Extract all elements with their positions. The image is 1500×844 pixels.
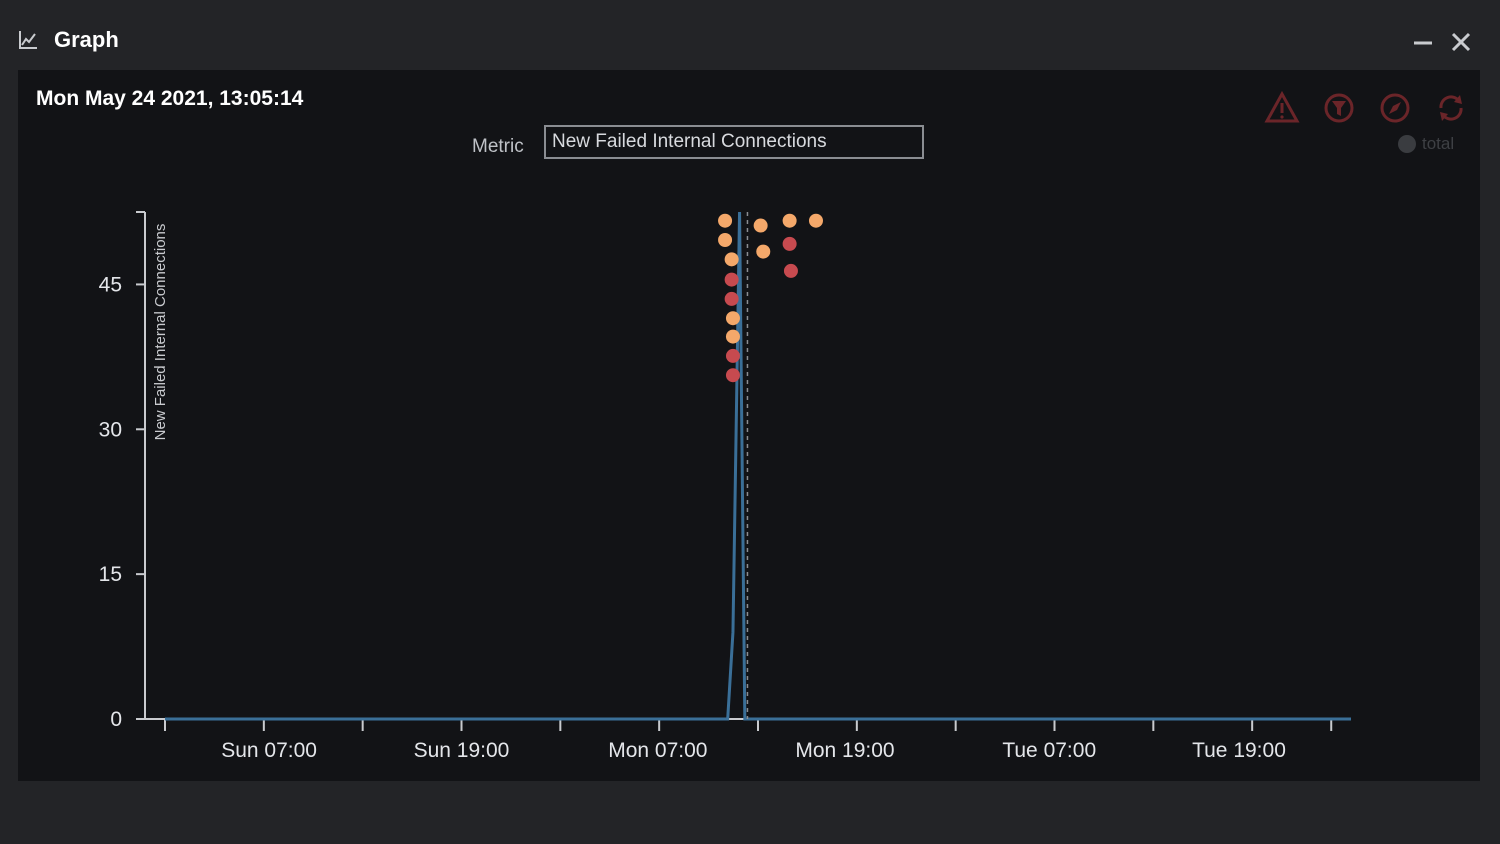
x-tick-label: Sun 19:00 <box>414 739 510 762</box>
x-tick-label: Tue 19:00 <box>1192 739 1286 762</box>
line-chart: 0 15 30 45 Sun 07:00 Sun 19:00 Mon 07:00 Mon 19… <box>99 211 1351 762</box>
compass-icon[interactable] <box>1377 90 1413 126</box>
annotation-dot-orange <box>808 213 823 228</box>
x-tick-label: Mon 19:00 <box>795 739 894 762</box>
x-tick-label: Mon 07:00 <box>608 739 707 762</box>
annotation-dot-red <box>724 272 739 287</box>
close-icon[interactable] <box>1448 28 1474 54</box>
timestamp: Mon May 24 2021, 13:05:14 <box>36 87 304 110</box>
chart-annotations <box>718 213 823 383</box>
chart-axes: 0 15 30 45 Sun 07:00 Sun 19:00 Mon 07:00 Mon 19… <box>99 211 1351 762</box>
warning-icon[interactable] <box>1264 90 1300 126</box>
filter-icon[interactable] <box>1321 90 1357 126</box>
annotation-dot-orange <box>756 244 771 259</box>
annotation-dot-orange <box>725 329 740 344</box>
annotation-dot-red <box>724 291 739 306</box>
annotation-dot-orange <box>753 218 768 233</box>
metric-input[interactable] <box>544 125 924 159</box>
annotation-dot-orange <box>718 213 733 228</box>
legend-dot <box>1398 135 1416 153</box>
line-chart-icon <box>19 31 37 49</box>
y-tick-label: 0 <box>110 708 122 731</box>
legend-label-total: total <box>1422 134 1455 153</box>
x-tick-label: Tue 07:00 <box>1002 739 1096 762</box>
window-title: Graph <box>54 27 119 52</box>
annotation-dot-orange <box>782 213 797 228</box>
y-axis-label: New Failed Internal Connections <box>152 224 169 441</box>
refresh-icon[interactable] <box>1433 90 1469 126</box>
annotation-dot-red <box>725 368 740 383</box>
graph-panel: Mon May 24 2021, 13:05:14 Metric total <box>18 70 1480 781</box>
title-bar: Graph <box>0 0 1500 70</box>
series-line-total <box>165 211 1351 721</box>
annotation-dot-orange <box>718 233 733 248</box>
annotation-dot-orange <box>725 311 740 326</box>
annotation-dot-orange <box>724 252 739 267</box>
legend[interactable]: total <box>1398 134 1454 154</box>
annotation-dot-red <box>725 348 740 363</box>
annotation-dot-red <box>783 263 798 278</box>
x-tick-label: Sun 07:00 <box>221 739 317 762</box>
y-tick-label: 30 <box>99 418 122 441</box>
annotation-dot-red <box>782 236 797 251</box>
y-tick-label: 45 <box>99 273 122 296</box>
metric-label: Metric <box>472 136 524 157</box>
chart-series <box>165 211 1351 721</box>
y-tick-label: 15 <box>99 563 122 586</box>
minimize-icon[interactable] <box>1410 28 1436 54</box>
